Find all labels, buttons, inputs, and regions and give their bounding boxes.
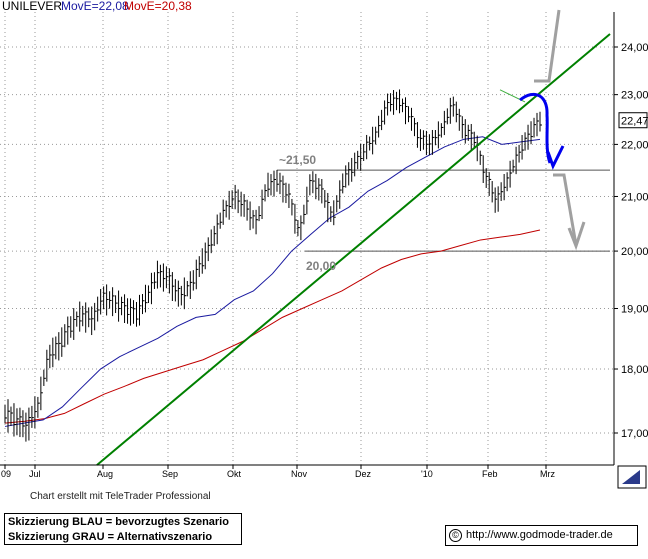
y-tick-label: 21,00 — [621, 191, 648, 203]
annotation-2150: ~21,50 — [279, 153, 316, 167]
x-tick-label: Sep — [162, 469, 178, 479]
trend-line — [96, 33, 611, 466]
y-tick-label: 24,00 — [621, 42, 648, 54]
price-chart: ~21,50 20,00 17,00 18,00 19,00 20,00 21,00 22,… — [0, 9, 648, 489]
last-price-label: 22,47 — [621, 116, 648, 128]
x-tick-label: Feb — [482, 469, 498, 479]
y-tick-label: 19,00 — [621, 303, 648, 315]
scroll-corner-icon[interactable] — [617, 465, 647, 489]
x-tick-label: '10 — [421, 469, 433, 479]
y-tick-label: 23,00 — [621, 90, 648, 102]
ma-red-line — [4, 229, 541, 424]
legend-gray: Skizzierung GRAU = Alternativszenario — [8, 531, 213, 543]
scenario-blue-path — [519, 92, 552, 164]
scenario-blue-arrowhead — [546, 145, 565, 170]
x-tick-label: Jul — [29, 469, 41, 479]
y-tick-label: 18,00 — [621, 364, 648, 376]
copyright-icon: © — [449, 529, 462, 542]
source-url-box: © http://www.godmode-trader.de — [445, 525, 638, 546]
y-tick-label: 17,00 — [621, 428, 648, 440]
scenario-gray-arrowhead — [567, 221, 586, 251]
x-tick-label: Aug — [97, 469, 113, 479]
scenario-gray-down — [553, 173, 578, 246]
x-tick-label: Okt — [227, 469, 242, 479]
header-symbol: UNILEVER — [2, 0, 63, 13]
chart-marks: ~21,50 20,00 — [4, 9, 611, 466]
x-tick-label: 09 — [1, 469, 11, 479]
scenario-legend: Skizzierung BLAU = bevorzugtes Szenario … — [4, 513, 242, 545]
scenario-gray-up — [534, 9, 561, 83]
x-tick-label: Dez — [355, 469, 372, 479]
axis-ticks: 17,00 18,00 19,00 20,00 21,00 22,00 23,00 24,00… — [1, 42, 648, 479]
ma-blue-line — [4, 136, 541, 427]
header-ma1: MovE=22,08 — [61, 0, 129, 13]
header-ma2: MovE=20,38 — [124, 0, 192, 13]
annotation-2000: 20,00 — [306, 259, 336, 273]
last-price-box — [618, 112, 648, 129]
y-tick-label: 20,00 — [621, 246, 648, 258]
x-tick-label: Mrz — [540, 469, 555, 479]
chart-credit: Chart erstellt mit TeleTrader Profession… — [30, 491, 211, 502]
plot-area — [0, 12, 614, 465]
price-bars — [4, 89, 542, 442]
legend-blue: Skizzierung BLAU = bevorzugtes Szenario — [8, 516, 229, 528]
y-tick-label: 22,00 — [621, 139, 648, 151]
x-tick-label: Nov — [291, 469, 308, 479]
source-url[interactable]: http://www.godmode-trader.de — [466, 529, 613, 541]
